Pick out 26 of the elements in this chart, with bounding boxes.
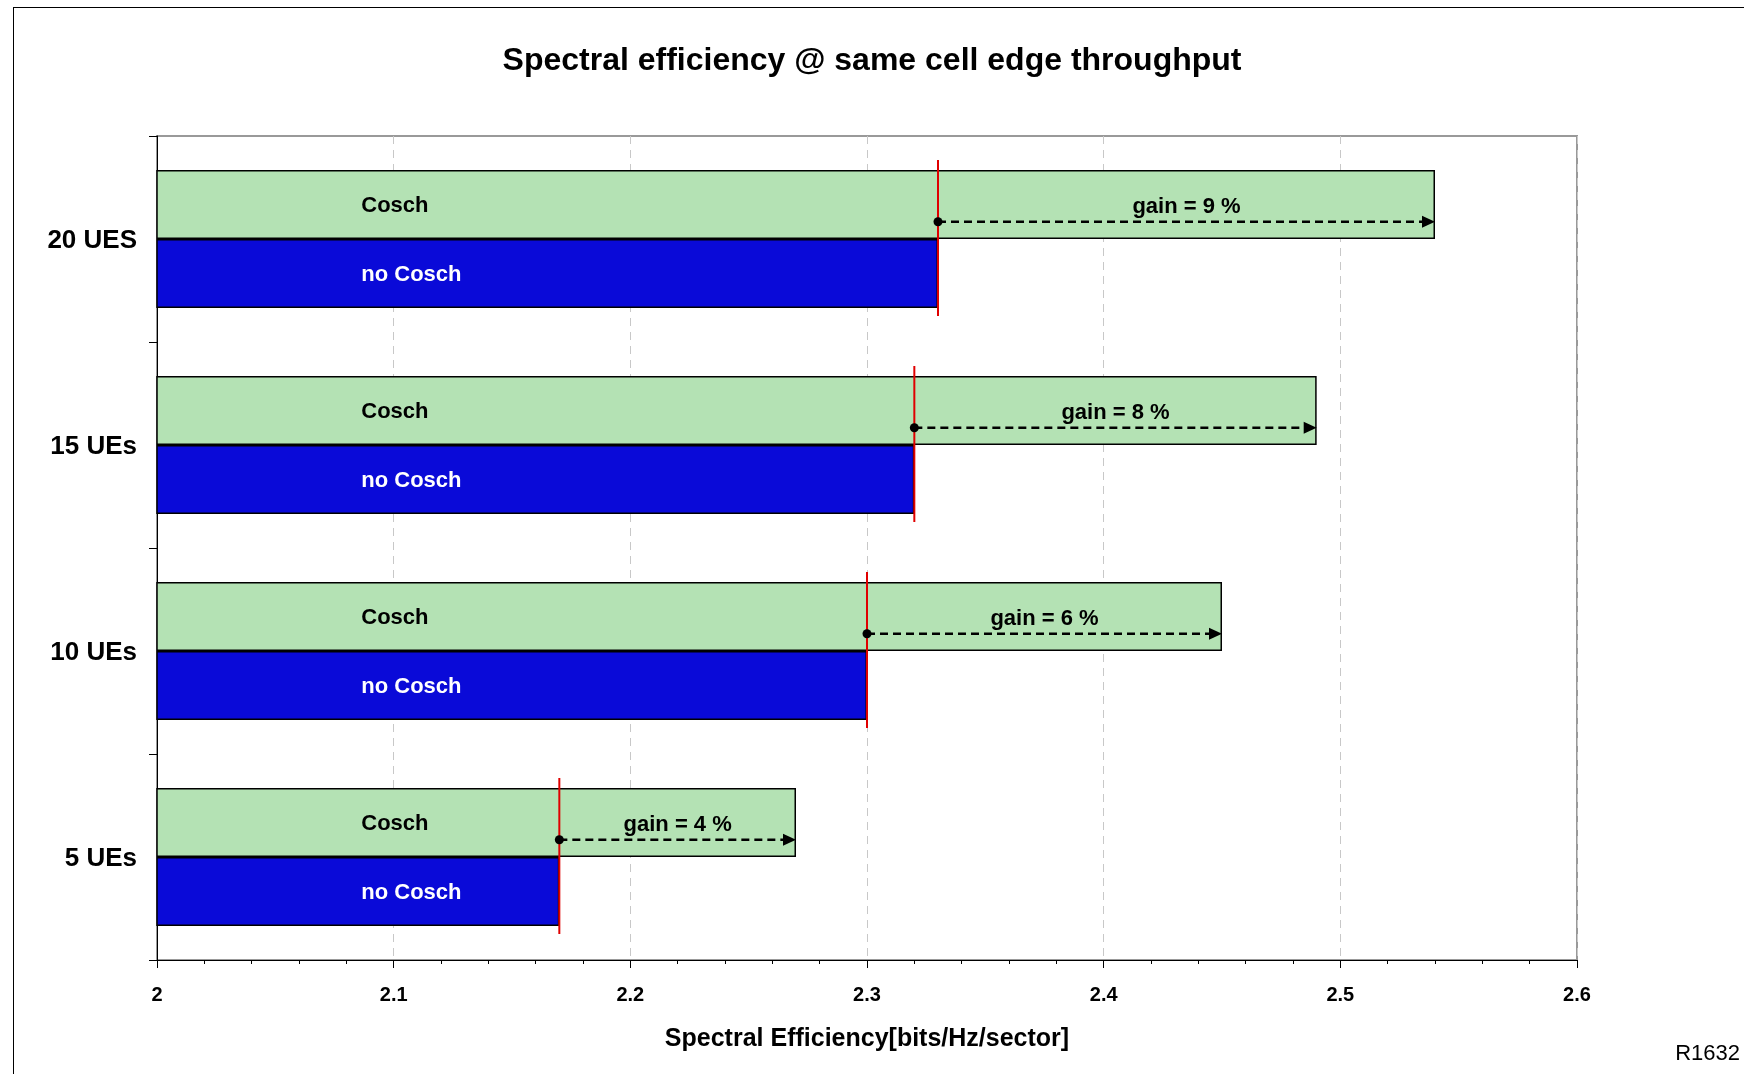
annotation: gain = 9 % — [1132, 192, 1241, 218]
annotation: gain = 6 % — [990, 604, 1099, 630]
x-tick-label: 2.4 — [1089, 983, 1119, 1005]
chart-title: Spectral efficiency @ same cell edge throughput — [502, 41, 1242, 77]
x-axis-title: Spectral Efficiency[bits/Hz/sector] — [664, 1022, 1070, 1051]
text: Cosch — [361, 397, 429, 423]
x-tick-label: 2 — [151, 983, 163, 1005]
text: no Cosch — [361, 467, 462, 493]
text: Cosch — [361, 603, 429, 629]
y-tick-label: 10 UEs — [50, 636, 137, 666]
x-tick-label: 2.5 — [1326, 983, 1355, 1005]
x-tick-label: 2.3 — [853, 983, 881, 1005]
text: no Cosch — [361, 879, 462, 905]
series-label: no Cosch — [361, 261, 462, 287]
x-tick-label: 2.1 — [379, 983, 408, 1005]
text: no Cosch — [361, 673, 462, 699]
y-tick-label: 20 UES — [47, 224, 137, 254]
text: Cosch — [361, 809, 429, 835]
x-tick-label: 2.2 — [616, 983, 645, 1005]
y-tick-label: 15 UEs — [50, 430, 137, 460]
annotation: gain = 4 % — [623, 810, 732, 836]
x-tick-label: 2.6 — [1563, 983, 1591, 1005]
annotation: gain = 8 % — [1061, 398, 1170, 424]
text: R1632 — [1675, 1040, 1740, 1066]
series-label: Cosch — [361, 191, 429, 217]
y-tick-label: 5 UEs — [64, 842, 137, 872]
